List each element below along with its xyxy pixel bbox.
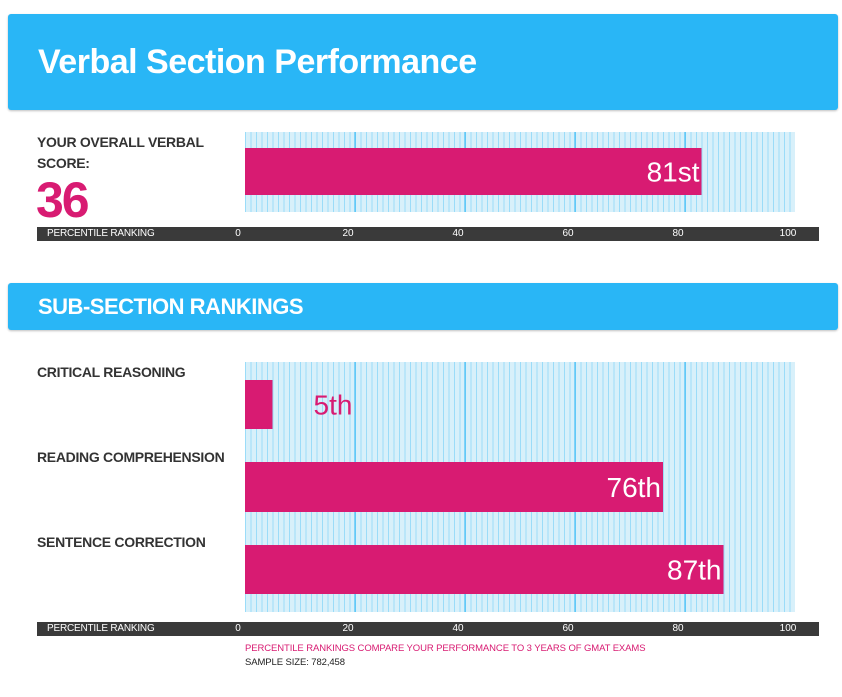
overall-tick-label-0: 0: [235, 228, 241, 239]
subsection-category-label-2: SENTENCE CORRECTION: [37, 534, 206, 550]
subsection-bar-1: [245, 462, 663, 512]
subsection-tick-label-60: 60: [562, 623, 574, 634]
subsection-bar-2: [245, 545, 724, 594]
overall-score-label: YOUR OVERALL VERBAL SCORE:: [37, 134, 204, 171]
subsection-axis-title: PERCENTILE RANKING: [47, 623, 155, 634]
footnote-sample-size: SAMPLE SIZE: 782,458: [245, 657, 345, 668]
subsection-bar-0: [245, 380, 273, 429]
subsection-tick-label-20: 20: [342, 623, 354, 634]
overall-tick-label-40: 40: [452, 228, 464, 239]
page-title: Verbal Section Performance: [38, 42, 477, 81]
overall-tick-label-100: 100: [779, 228, 797, 239]
subsection-title: SUB-SECTION RANKINGS: [38, 293, 304, 319]
overall-tick-label-60: 60: [562, 228, 574, 239]
overall-score-value: 36: [36, 172, 90, 228]
footnote-comparison: PERCENTILE RANKINGS COMPARE YOUR PERFORM…: [245, 643, 646, 654]
subsection-chart: 5th 76th 87th: [245, 362, 795, 612]
header-banner: Verbal Section Performance: [8, 14, 838, 110]
subsection-data-label-1: 76th: [607, 472, 662, 503]
overall-axis-title: PERCENTILE RANKING: [47, 228, 155, 239]
subsection-data-label-2: 87th: [667, 555, 722, 586]
subsection-category-label-1: READING COMPREHENSION: [37, 449, 225, 465]
overall-tick-label-80: 80: [672, 228, 684, 239]
overall-axis: PERCENTILE RANKING 0 20 40 60 80 100: [37, 227, 819, 241]
subsection-data-label-0: 5th: [314, 390, 353, 421]
overall-data-label-0: 81st: [647, 157, 700, 188]
overall-chart-svg: 81st: [245, 132, 702, 212]
subsection-tick-label-100: 100: [779, 623, 797, 634]
overall-bar-0: [245, 148, 702, 195]
subsection-tick-label-40: 40: [452, 623, 464, 634]
subsection-tick-label-80: 80: [672, 623, 684, 634]
subsection-axis: PERCENTILE RANKING 0 20 40 60 80 100: [37, 622, 819, 636]
subsection-banner: SUB-SECTION RANKINGS: [8, 283, 838, 330]
overall-tick-label-20: 20: [342, 228, 354, 239]
overall-chart: 81st: [245, 132, 795, 212]
subsection-chart-svg: 5th 76th 87th: [245, 362, 724, 612]
subsection-category-label-0: CRITICAL REASONING: [37, 364, 186, 380]
subsection-tick-label-0: 0: [235, 623, 241, 634]
